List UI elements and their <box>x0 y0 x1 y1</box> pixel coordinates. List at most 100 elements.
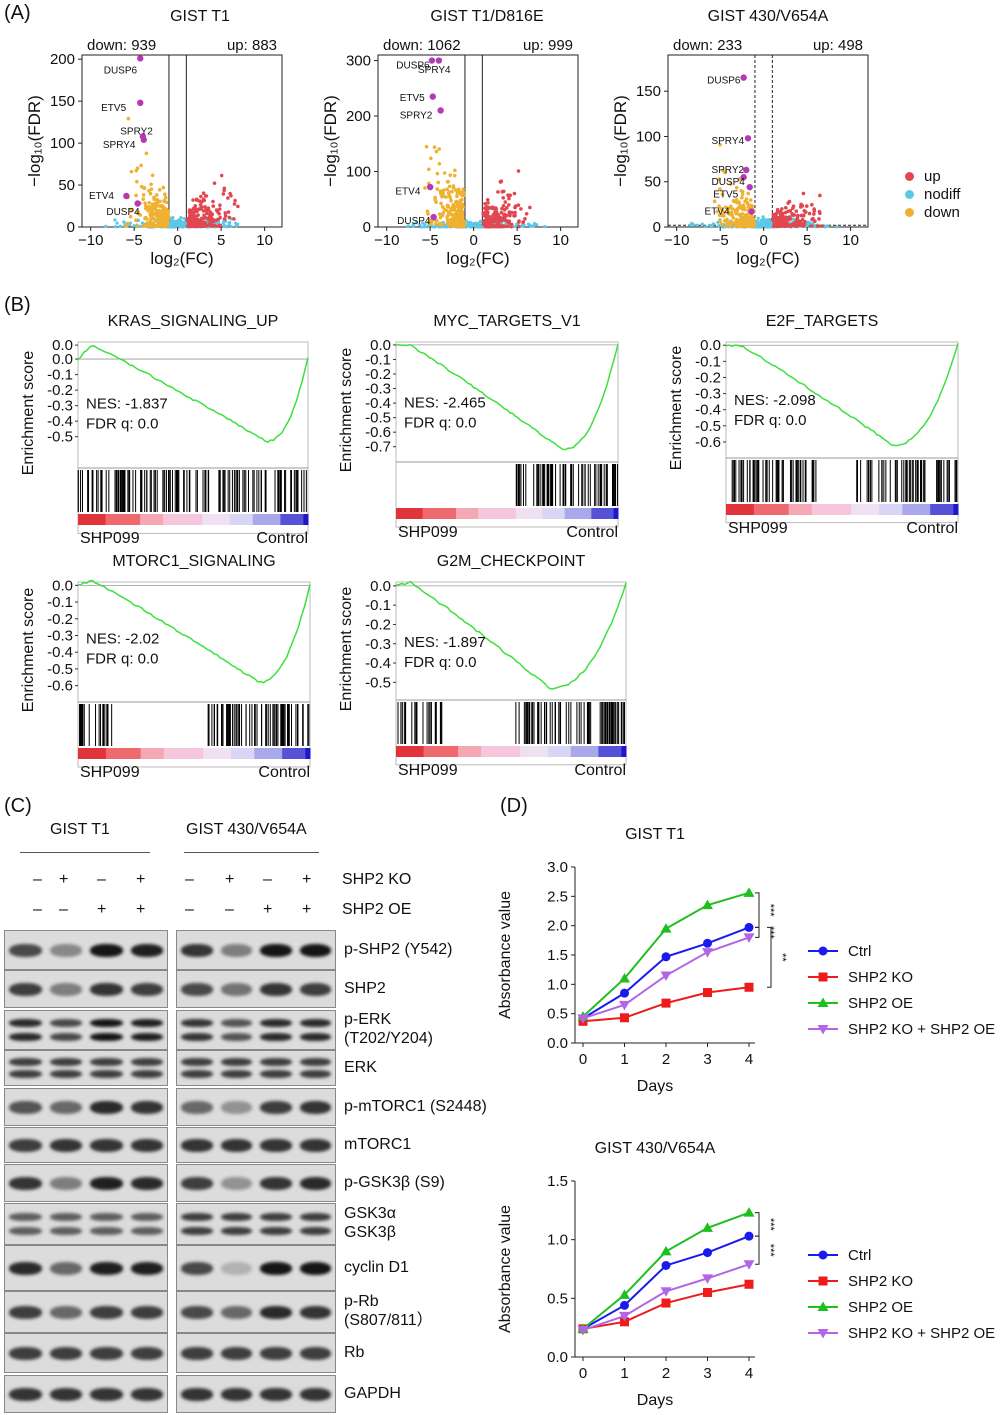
up-point <box>505 224 510 229</box>
down-point <box>452 208 457 212</box>
up-point <box>803 219 807 224</box>
x-tick-label: 4 <box>745 1051 753 1068</box>
nodiff-point <box>704 225 708 229</box>
legend-label: Ctrl <box>848 1247 871 1264</box>
down-point <box>433 195 437 200</box>
up-point <box>521 220 526 224</box>
blot-strip <box>176 1245 336 1291</box>
data-point <box>743 1260 755 1270</box>
x-tick-label: 0 <box>579 1365 587 1382</box>
rank-gradient <box>140 748 165 759</box>
down-point <box>148 191 153 196</box>
protein-band <box>220 1032 252 1041</box>
protein-band <box>181 1057 213 1066</box>
down-point <box>731 199 736 203</box>
rank-gradient <box>613 508 619 519</box>
x-tick-label: 10 <box>552 232 569 249</box>
blot-strip <box>4 930 168 970</box>
down-point <box>144 151 149 156</box>
down-point <box>435 218 439 223</box>
blot-strip <box>4 1203 168 1245</box>
down-point <box>451 184 456 188</box>
y-tick-label: 150 <box>636 83 661 100</box>
down-point <box>157 187 162 192</box>
protein-band <box>90 982 123 996</box>
up-point <box>818 193 822 198</box>
treatment-sign: – <box>185 871 194 888</box>
protein-band <box>220 1057 252 1066</box>
data-point <box>703 938 712 948</box>
nodiff-point <box>236 222 240 226</box>
rank-gradient <box>753 504 790 515</box>
y-tick-label: -0.6 <box>365 424 391 441</box>
down-point <box>441 210 446 215</box>
down-point <box>437 147 442 151</box>
up-point <box>775 221 780 226</box>
down-point <box>737 177 742 181</box>
y-tick-label: 1.0 <box>547 1232 568 1249</box>
gene-label: SPRY4 <box>418 65 451 76</box>
band-label: GAPDH <box>344 1384 401 1402</box>
up-point <box>493 207 498 211</box>
down-point <box>437 161 442 166</box>
protein-band <box>260 1070 292 1079</box>
protein-band <box>130 1070 163 1079</box>
nodiff-point <box>700 222 704 226</box>
down-point <box>426 212 430 216</box>
down-point <box>740 192 745 197</box>
significance-bracket <box>755 926 760 938</box>
enrichment-curve <box>395 580 627 690</box>
legend-label: SHP2 OE <box>848 1299 913 1316</box>
blot-strip <box>4 1088 168 1126</box>
x-axis-label: Days <box>637 1392 673 1409</box>
shp099-label: SHP099 <box>398 524 458 541</box>
up-point <box>516 203 521 207</box>
y-tick-label: -0.2 <box>695 369 721 386</box>
nodiff-point <box>695 223 699 227</box>
y-tick-label: -0.5 <box>365 410 391 427</box>
y-tick-label: -0.3 <box>365 636 391 653</box>
down-point <box>747 204 752 209</box>
down-point <box>153 219 158 223</box>
up-point <box>205 211 209 216</box>
down-point <box>461 187 465 192</box>
gene-point <box>429 93 436 100</box>
x-axis-label: log₂(FC) <box>150 249 213 268</box>
y-tick-label: -0.3 <box>695 386 721 403</box>
protein-band <box>260 1100 292 1114</box>
up-point <box>486 201 490 205</box>
down-point <box>440 213 445 218</box>
nodiff-point <box>805 225 809 229</box>
rank-gradient <box>621 746 627 757</box>
down-point <box>152 195 156 200</box>
up-point <box>211 204 216 208</box>
blot-strip <box>4 1050 168 1086</box>
rank-gradient <box>564 508 592 519</box>
down-point <box>446 191 451 196</box>
down-point <box>748 198 753 202</box>
up-point <box>204 208 209 213</box>
protein-band <box>220 1387 252 1401</box>
x-axis-label: log₂(FC) <box>736 249 799 268</box>
volcano-plot-1: DUSP6ETV5SPRY2SPRY4ETV4DUSP4050100150200… <box>25 8 283 268</box>
down-point <box>743 199 747 204</box>
protein-band <box>181 1261 213 1275</box>
up-point <box>818 211 822 216</box>
down-point <box>427 167 431 172</box>
rank-gradient <box>254 748 283 759</box>
down-point <box>734 185 739 190</box>
up-point <box>774 217 779 222</box>
protein-band <box>181 1346 213 1360</box>
protein-band <box>49 1100 82 1114</box>
protein-band <box>220 1138 252 1152</box>
nodiff-point <box>178 224 182 228</box>
up-point <box>483 224 487 228</box>
protein-band <box>49 1261 82 1275</box>
protein-band <box>90 1019 123 1028</box>
legend-up: up <box>905 168 960 186</box>
gene-point <box>428 57 436 64</box>
data-point <box>743 933 755 943</box>
down-point <box>161 185 166 190</box>
up-point <box>229 193 233 198</box>
up-point <box>499 179 504 183</box>
